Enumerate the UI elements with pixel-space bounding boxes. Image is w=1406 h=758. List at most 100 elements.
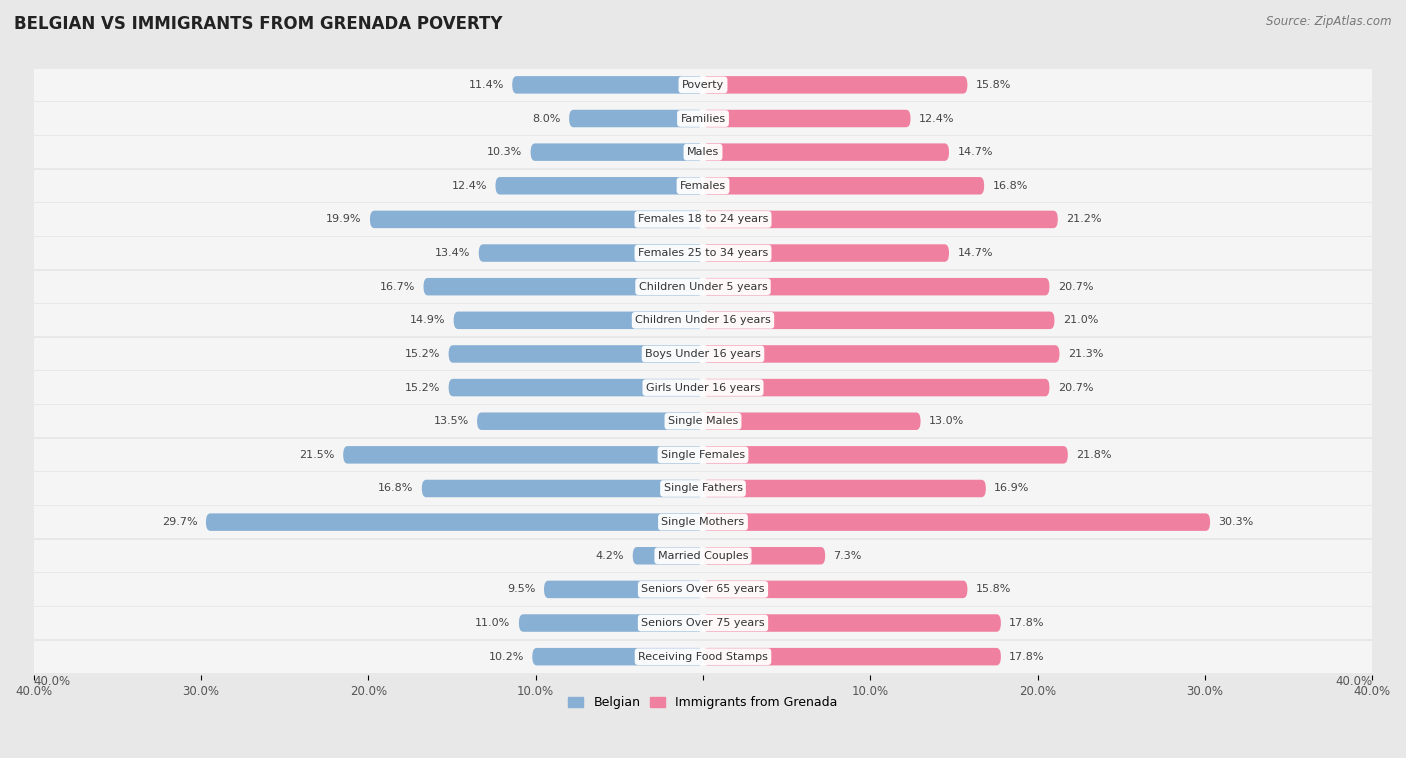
Text: 20.7%: 20.7% [1057, 282, 1094, 292]
FancyBboxPatch shape [17, 203, 1389, 236]
FancyBboxPatch shape [533, 648, 703, 666]
FancyBboxPatch shape [478, 244, 703, 262]
Text: 13.5%: 13.5% [433, 416, 468, 426]
FancyBboxPatch shape [17, 641, 1389, 673]
Text: 40.0%: 40.0% [34, 675, 70, 688]
FancyBboxPatch shape [17, 405, 1389, 437]
Text: Source: ZipAtlas.com: Source: ZipAtlas.com [1267, 15, 1392, 28]
Text: 9.5%: 9.5% [508, 584, 536, 594]
Text: 21.3%: 21.3% [1067, 349, 1104, 359]
Text: Poverty: Poverty [682, 80, 724, 90]
FancyBboxPatch shape [703, 379, 1049, 396]
FancyBboxPatch shape [423, 278, 703, 296]
Text: 15.8%: 15.8% [976, 584, 1011, 594]
FancyBboxPatch shape [703, 446, 1067, 464]
Text: 14.9%: 14.9% [409, 315, 446, 325]
Text: 21.2%: 21.2% [1066, 215, 1102, 224]
Text: 14.7%: 14.7% [957, 248, 993, 258]
FancyBboxPatch shape [633, 547, 703, 565]
Text: Single Mothers: Single Mothers [661, 517, 745, 527]
FancyBboxPatch shape [703, 513, 1211, 531]
Text: 10.3%: 10.3% [486, 147, 522, 157]
Text: 30.3%: 30.3% [1219, 517, 1254, 527]
FancyBboxPatch shape [495, 177, 703, 195]
Text: 15.8%: 15.8% [976, 80, 1011, 90]
FancyBboxPatch shape [703, 480, 986, 497]
Text: Married Couples: Married Couples [658, 551, 748, 561]
FancyBboxPatch shape [17, 607, 1389, 639]
FancyBboxPatch shape [454, 312, 703, 329]
FancyBboxPatch shape [17, 506, 1389, 538]
Text: 16.8%: 16.8% [378, 484, 413, 493]
Text: 11.4%: 11.4% [468, 80, 503, 90]
FancyBboxPatch shape [205, 513, 703, 531]
FancyBboxPatch shape [703, 76, 967, 94]
FancyBboxPatch shape [17, 237, 1389, 269]
FancyBboxPatch shape [703, 412, 921, 430]
FancyBboxPatch shape [17, 338, 1389, 370]
FancyBboxPatch shape [703, 345, 1060, 362]
FancyBboxPatch shape [519, 614, 703, 631]
FancyBboxPatch shape [703, 211, 1057, 228]
FancyBboxPatch shape [703, 648, 1001, 666]
FancyBboxPatch shape [17, 69, 1389, 101]
FancyBboxPatch shape [17, 439, 1389, 471]
Text: Females 25 to 34 years: Females 25 to 34 years [638, 248, 768, 258]
Text: 14.7%: 14.7% [957, 147, 993, 157]
Text: 16.7%: 16.7% [380, 282, 415, 292]
FancyBboxPatch shape [370, 211, 703, 228]
Text: Girls Under 16 years: Girls Under 16 years [645, 383, 761, 393]
FancyBboxPatch shape [477, 412, 703, 430]
Text: 20.7%: 20.7% [1057, 383, 1094, 393]
Text: 16.8%: 16.8% [993, 180, 1028, 191]
FancyBboxPatch shape [703, 312, 1054, 329]
FancyBboxPatch shape [17, 170, 1389, 202]
FancyBboxPatch shape [17, 271, 1389, 303]
FancyBboxPatch shape [703, 614, 1001, 631]
Text: 17.8%: 17.8% [1010, 618, 1045, 628]
Text: Single Females: Single Females [661, 449, 745, 460]
Text: Receiving Food Stamps: Receiving Food Stamps [638, 652, 768, 662]
FancyBboxPatch shape [512, 76, 703, 94]
Text: 15.2%: 15.2% [405, 349, 440, 359]
Text: Seniors Over 65 years: Seniors Over 65 years [641, 584, 765, 594]
Text: 11.0%: 11.0% [475, 618, 510, 628]
Text: 17.8%: 17.8% [1010, 652, 1045, 662]
FancyBboxPatch shape [569, 110, 703, 127]
FancyBboxPatch shape [703, 110, 911, 127]
Text: 19.9%: 19.9% [326, 215, 361, 224]
Legend: Belgian, Immigrants from Grenada: Belgian, Immigrants from Grenada [564, 691, 842, 715]
FancyBboxPatch shape [17, 102, 1389, 135]
FancyBboxPatch shape [17, 136, 1389, 168]
FancyBboxPatch shape [422, 480, 703, 497]
FancyBboxPatch shape [17, 472, 1389, 505]
FancyBboxPatch shape [703, 547, 825, 565]
Text: BELGIAN VS IMMIGRANTS FROM GRENADA POVERTY: BELGIAN VS IMMIGRANTS FROM GRENADA POVER… [14, 15, 502, 33]
FancyBboxPatch shape [703, 177, 984, 195]
Text: Females: Females [681, 180, 725, 191]
Text: Females 18 to 24 years: Females 18 to 24 years [638, 215, 768, 224]
FancyBboxPatch shape [343, 446, 703, 464]
FancyBboxPatch shape [449, 345, 703, 362]
FancyBboxPatch shape [544, 581, 703, 598]
FancyBboxPatch shape [703, 244, 949, 262]
Text: 21.5%: 21.5% [299, 449, 335, 460]
Text: Families: Families [681, 114, 725, 124]
FancyBboxPatch shape [17, 540, 1389, 572]
FancyBboxPatch shape [530, 143, 703, 161]
Text: 40.0%: 40.0% [1336, 675, 1372, 688]
FancyBboxPatch shape [17, 304, 1389, 337]
Text: Single Fathers: Single Fathers [664, 484, 742, 493]
Text: 13.4%: 13.4% [434, 248, 471, 258]
Text: 7.3%: 7.3% [834, 551, 862, 561]
Text: Children Under 16 years: Children Under 16 years [636, 315, 770, 325]
Text: Children Under 5 years: Children Under 5 years [638, 282, 768, 292]
FancyBboxPatch shape [703, 581, 967, 598]
Text: 21.8%: 21.8% [1076, 449, 1112, 460]
FancyBboxPatch shape [17, 371, 1389, 404]
Text: 15.2%: 15.2% [405, 383, 440, 393]
Text: 29.7%: 29.7% [162, 517, 198, 527]
Text: 12.4%: 12.4% [451, 180, 486, 191]
FancyBboxPatch shape [703, 143, 949, 161]
Text: 13.0%: 13.0% [929, 416, 965, 426]
